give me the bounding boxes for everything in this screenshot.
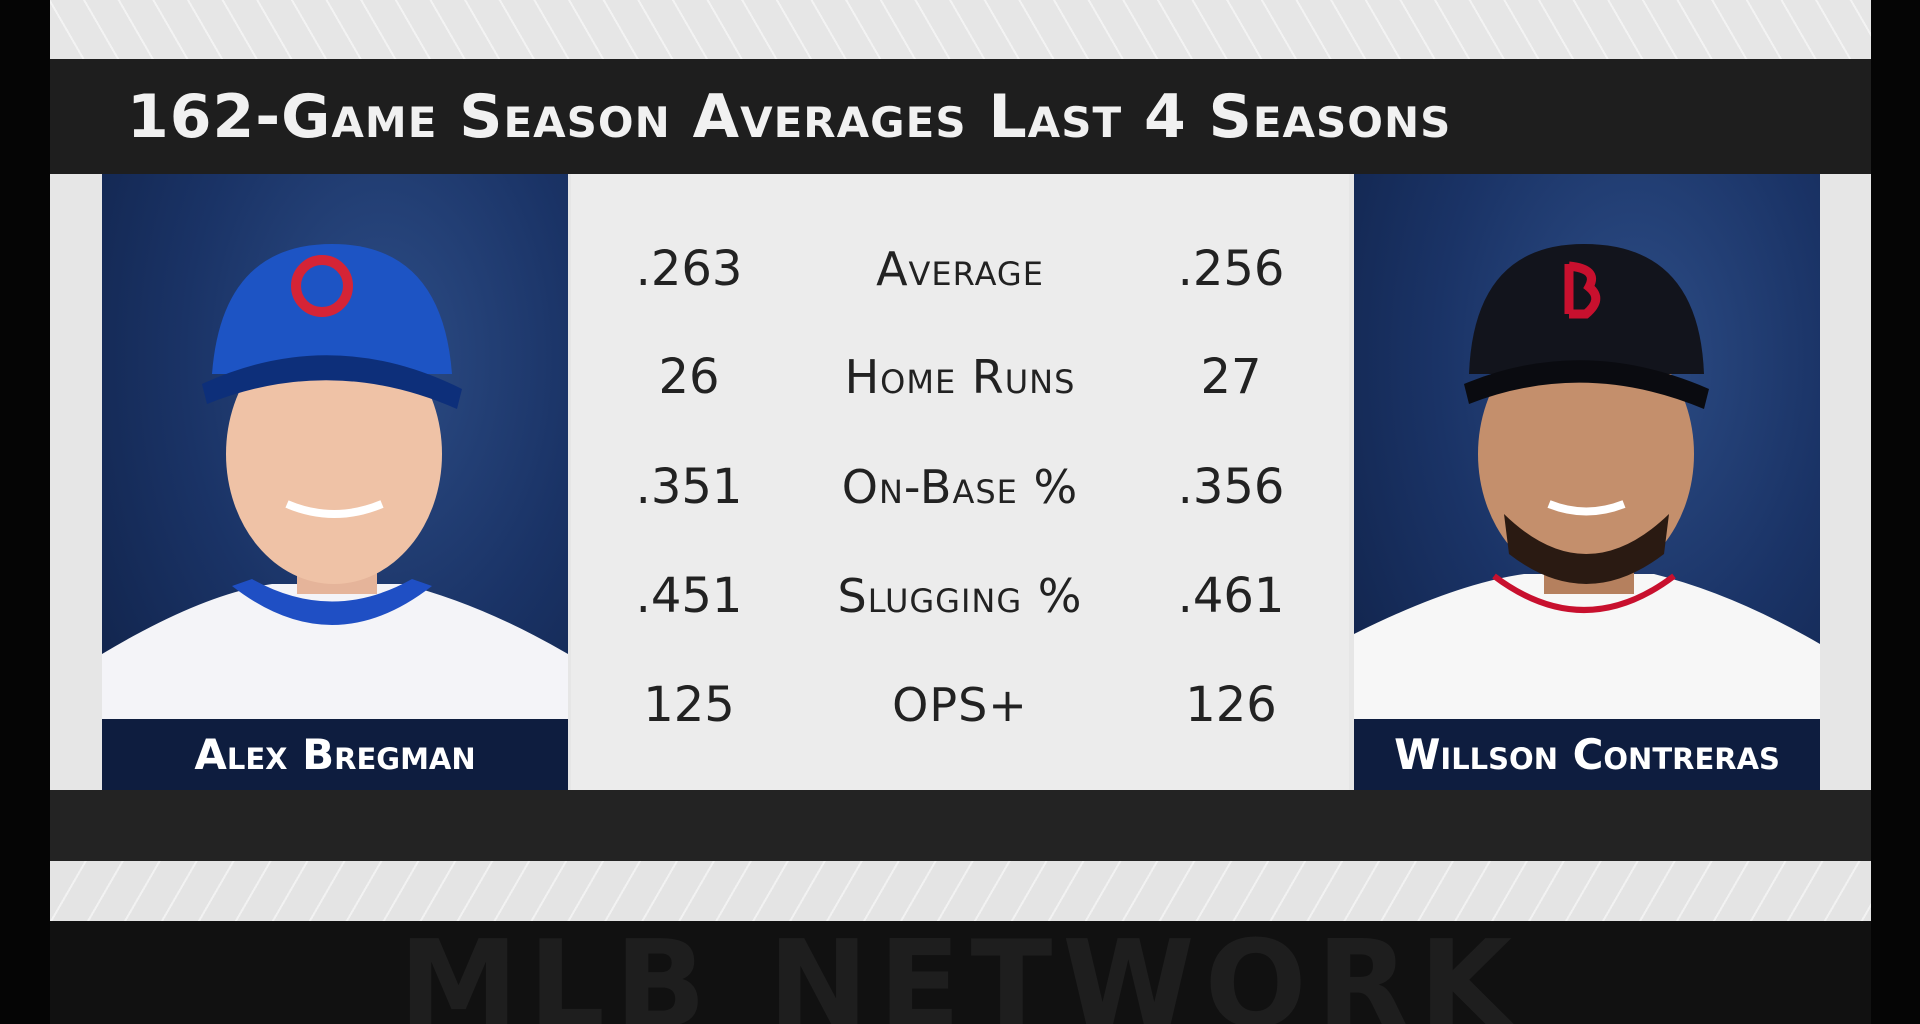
footer-bar xyxy=(50,790,1871,861)
player-photo: Willson Contreras xyxy=(1354,174,1820,790)
pattern-strip xyxy=(50,0,1871,59)
stat-value: .263 xyxy=(635,241,743,297)
pattern-strip xyxy=(50,861,1871,921)
header-bar xyxy=(50,59,1871,174)
stat-value: 125 xyxy=(643,677,735,733)
stat-value: .451 xyxy=(635,568,743,624)
player-name: Alex Bregman xyxy=(102,719,568,790)
footer: MLB Network xyxy=(50,921,1871,1024)
stat-value: .351 xyxy=(635,459,743,515)
stat-label: Slugging % xyxy=(837,569,1083,623)
stat-value: 27 xyxy=(1200,349,1262,405)
stat-value: .256 xyxy=(1177,241,1285,297)
stat-label: On-Base % xyxy=(841,460,1079,514)
stat-label: OPS+ xyxy=(892,678,1028,732)
title: 162-Game Season Averages Last 4 Seasons xyxy=(127,82,1452,152)
stat-value: 126 xyxy=(1185,677,1277,733)
player-illustration xyxy=(102,244,568,719)
stats-table: .263 Average .256 26 Home Runs 27 .351 On-Base … xyxy=(571,174,1349,790)
stat-value: .461 xyxy=(1177,568,1285,624)
player-illustration xyxy=(1354,244,1820,719)
stat-value: 26 xyxy=(658,349,720,405)
stat-label: Average xyxy=(876,242,1044,296)
player-name: Willson Contreras xyxy=(1354,719,1820,790)
player-photo: Alex Bregman xyxy=(102,174,568,790)
stat-value: .356 xyxy=(1177,459,1285,515)
watermark: MLB Network xyxy=(398,921,1523,1024)
stat-label: Home Runs xyxy=(844,350,1076,404)
